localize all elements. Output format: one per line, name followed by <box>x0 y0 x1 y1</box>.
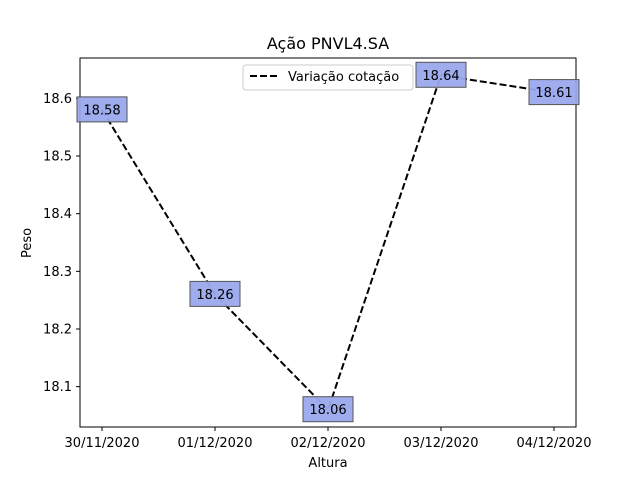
x-axis-label: Altura <box>308 456 347 471</box>
data-label-text: 18.06 <box>309 403 346 418</box>
data-label-text: 18.61 <box>535 86 572 101</box>
data-label-box <box>189 280 241 307</box>
x-axis: 30/11/2020 01/12/2020 02/12/2020 03/12/2020… <box>65 427 592 451</box>
series-layer: 18.58 18.26 18.06 18.64 18.61 <box>76 61 580 423</box>
y-tick-label: 18.6 <box>43 92 72 107</box>
y-tick-label: 18.5 <box>43 150 72 165</box>
x-tick-label: 02/12/2020 <box>291 436 366 451</box>
y-axis: 18.1 18.2 18.3 18.4 18.5 18.6 <box>43 92 80 395</box>
data-label-text: 18.26 <box>196 288 233 303</box>
x-tick-label: 30/11/2020 <box>65 436 140 451</box>
data-label-text: 18.64 <box>422 69 459 84</box>
data-label: 18.61 <box>528 79 580 106</box>
chart-title: Ação PNVL4.SA <box>267 34 389 53</box>
data-label-text: 18.58 <box>83 103 120 118</box>
y-tick-label: 18.3 <box>43 265 72 280</box>
x-tick-label: 04/12/2020 <box>517 436 592 451</box>
data-label-box <box>302 396 354 423</box>
legend-entry-label: Variação cotação <box>288 70 399 85</box>
legend-box <box>242 64 414 91</box>
legend: Variação cotação <box>242 64 414 91</box>
data-label: 18.64 <box>415 61 467 88</box>
data-label-box <box>415 61 467 88</box>
plot-area <box>79 57 577 428</box>
x-tick-label: 03/12/2020 <box>404 436 479 451</box>
y-tick-label: 18.2 <box>43 322 72 337</box>
data-label: 18.06 <box>302 396 354 423</box>
x-tick-label: 01/12/2020 <box>178 436 253 451</box>
data-label-box <box>528 79 580 106</box>
y-tick-label: 18.4 <box>43 207 72 222</box>
series-line <box>101 74 555 412</box>
data-label-box <box>76 96 128 123</box>
data-label: 18.26 <box>189 280 241 307</box>
data-label: 18.58 <box>76 96 128 123</box>
y-axis-label: Peso <box>20 228 35 258</box>
y-tick-label: 18.1 <box>43 380 72 395</box>
